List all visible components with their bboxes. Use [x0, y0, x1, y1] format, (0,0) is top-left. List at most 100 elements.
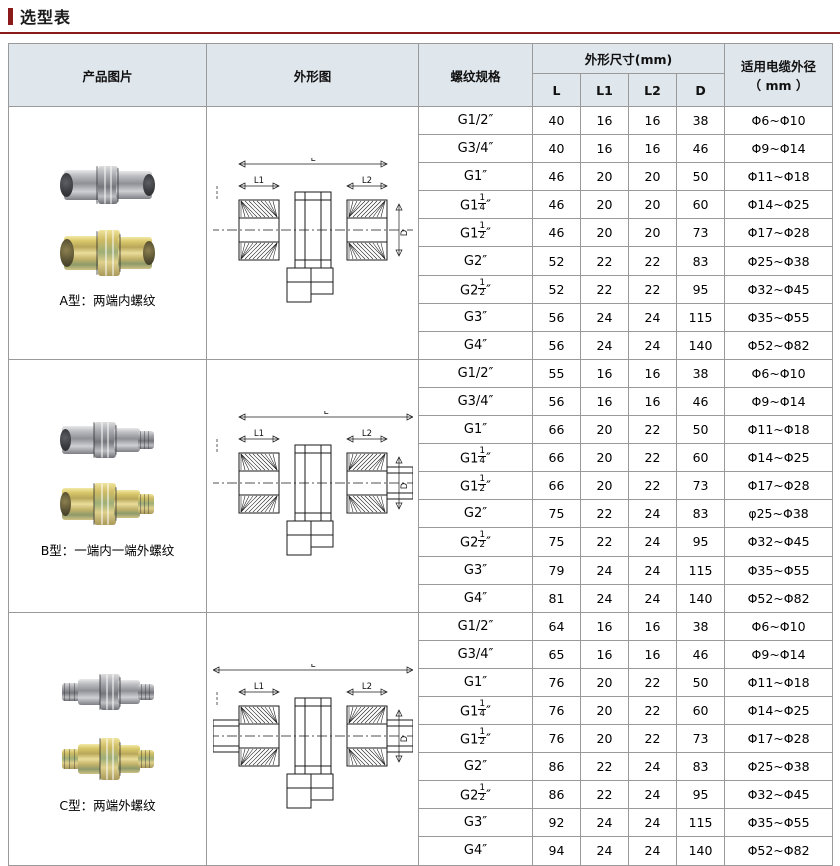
cell-cable-od: Φ35~Φ55: [724, 302, 834, 332]
cell-dim-d: 115: [675, 555, 726, 585]
cell-dim-d: 60: [675, 443, 726, 473]
cell-dim-l1: 24: [580, 302, 629, 332]
cell-dim-l: 52: [532, 246, 581, 276]
cell-dim-l1: 16: [580, 611, 629, 641]
cell-dim-l: 65: [532, 639, 581, 669]
header-dim-d: D: [675, 73, 726, 107]
cell-cable-od: Φ17~Φ28: [724, 724, 834, 754]
product-photo-steel: [59, 412, 156, 468]
cell-thread-spec: G3/4″: [418, 134, 533, 164]
cell-dim-l1: 24: [580, 836, 629, 866]
cell-dim-d: 95: [675, 780, 726, 810]
cell-dim-d: 83: [675, 752, 726, 782]
cell-thread-spec: G1 1 4 ″: [418, 443, 533, 473]
outline-drawing-cell: L1 L2 L D: [206, 106, 419, 360]
cell-dim-d: 115: [675, 808, 726, 838]
group-label: A型：两端内螺纹: [59, 293, 156, 309]
product-photo-steel: [60, 663, 156, 721]
table-row: G1 1 4 ″ 66 20 22 60 Φ14~Φ25: [9, 443, 834, 473]
cell-dim-l: 66: [532, 471, 581, 501]
svg-text:L1: L1: [253, 429, 263, 439]
cell-dim-l2: 16: [628, 639, 677, 669]
table-row: B型：一端内一端外螺纹 L1 L2: [8, 358, 834, 613]
cell-dim-l1: 16: [580, 386, 629, 417]
table-row: G1 1 4 ″ 76 20 22 60 Φ14~Φ25: [9, 695, 834, 726]
cell-cable-od: Φ9~Φ14: [724, 639, 834, 669]
cell-dim-d: 60: [675, 190, 726, 220]
cell-thread-spec: G3″: [418, 302, 533, 332]
cell-dim-d: 50: [675, 162, 726, 192]
cell-dim-l1: 22: [580, 274, 629, 304]
svg-text:L: L: [310, 158, 315, 164]
product-photo-group: [9, 663, 206, 791]
cell-dim-l2: 16: [628, 611, 677, 641]
cell-thread-spec: G1 1 2 ″: [418, 724, 533, 754]
cell-dim-l1: 24: [580, 583, 629, 613]
cell-dim-l1: 16: [580, 134, 629, 164]
table-head: 产品图片 外形图 螺纹规格 外形尺寸(mm) 适用电缆外径 （ mm ） L L…: [8, 42, 834, 107]
cell-dim-l1: 24: [580, 808, 629, 838]
cell-dim-l2: 16: [628, 386, 677, 417]
cell-cable-od: Φ9~Φ14: [724, 134, 834, 164]
table-row: G1″ 66 20 22 50 Φ11~Φ18: [9, 415, 834, 445]
cell-dim-l: 46: [532, 190, 581, 220]
product-photo-group: [9, 156, 206, 286]
cell-thread-spec: G1 1 4 ″: [418, 695, 533, 726]
header-dim-l: L: [532, 73, 581, 107]
svg-text:L: L: [310, 664, 315, 670]
table-row: G2″ 52 22 22 83 Φ25~Φ38: [9, 246, 834, 276]
cell-dim-l2: 20: [628, 162, 677, 192]
header-dimensions-group: 外形尺寸(mm): [531, 42, 726, 75]
cell-dim-l2: 22: [628, 415, 677, 445]
product-photo-zinc: [59, 474, 156, 536]
cell-cable-od: Φ32~Φ45: [724, 274, 834, 304]
page-title: 选型表: [20, 8, 72, 27]
cell-dim-l1: 16: [580, 358, 629, 388]
cell-dim-l: 81: [532, 583, 581, 613]
selection-table-page: 选型表 产品图片 外形图 螺纹规格 外形尺寸(mm) 适用电缆外径 （ mm ）…: [0, 7, 840, 866]
svg-text:L1: L1: [253, 176, 263, 186]
product-photo-zinc: [59, 220, 156, 286]
cell-dim-d: 140: [675, 330, 726, 360]
outline-drawing: L1 L2 L D: [212, 158, 413, 303]
svg-text:L: L: [323, 411, 328, 417]
cell-dim-l2: 22: [628, 667, 677, 697]
cell-dim-l2: 24: [628, 555, 677, 585]
cell-dim-d: 46: [675, 386, 726, 417]
cell-thread-spec: G1 1 4 ″: [418, 190, 533, 220]
cell-dim-l2: 24: [628, 302, 677, 332]
cell-dim-l: 92: [532, 808, 581, 838]
cell-thread-spec: G1/2″: [418, 611, 533, 641]
cell-dim-l: 46: [532, 162, 581, 192]
header-thread-spec: 螺纹规格: [418, 43, 533, 107]
cell-dim-l1: 20: [580, 471, 629, 501]
table-row: G1″ 46 20 20 50 Φ11~Φ18: [9, 162, 834, 192]
cell-cable-od: Φ17~Φ28: [724, 471, 834, 501]
cell-dim-d: 73: [675, 724, 726, 754]
table-row: G3/4″ 40 16 16 46 Φ9~Φ14: [9, 134, 834, 164]
table-row: G4″ 81 24 24 140 Φ52~Φ82: [9, 583, 834, 613]
cell-dim-d: 38: [675, 358, 726, 388]
cell-dim-l1: 20: [580, 415, 629, 445]
cell-thread-spec: G2 1 2 ″: [418, 527, 533, 557]
outline-drawing: L1 L2 L D: [212, 664, 413, 809]
outline-drawing-cell: L1 L2 L D: [206, 358, 419, 613]
header-dim-l2: L2: [628, 73, 677, 107]
cell-dim-d: 73: [675, 471, 726, 501]
cell-dim-l2: 16: [628, 358, 677, 388]
table-row: G1 1 2 ″ 46 20 20 73 Φ17~Φ28: [9, 218, 834, 248]
cell-cable-od: Φ17~Φ28: [724, 218, 834, 248]
cell-thread-spec: G2 1 2 ″: [418, 274, 533, 304]
cell-thread-spec: G1 1 2 ″: [418, 218, 533, 248]
cell-dim-l1: 20: [580, 162, 629, 192]
svg-text:L2: L2: [361, 682, 371, 692]
table-row: G2 1 2 ″ 52 22 22 95 Φ32~Φ45: [9, 274, 834, 304]
table-row: G2 1 2 ″ 86 22 24 95 Φ32~Φ45: [9, 780, 834, 810]
cell-dim-l2: 24: [628, 808, 677, 838]
table-row: G3/4″ 65 16 16 46 Φ9~Φ14: [9, 639, 834, 669]
cell-thread-spec: G1″: [418, 415, 533, 445]
